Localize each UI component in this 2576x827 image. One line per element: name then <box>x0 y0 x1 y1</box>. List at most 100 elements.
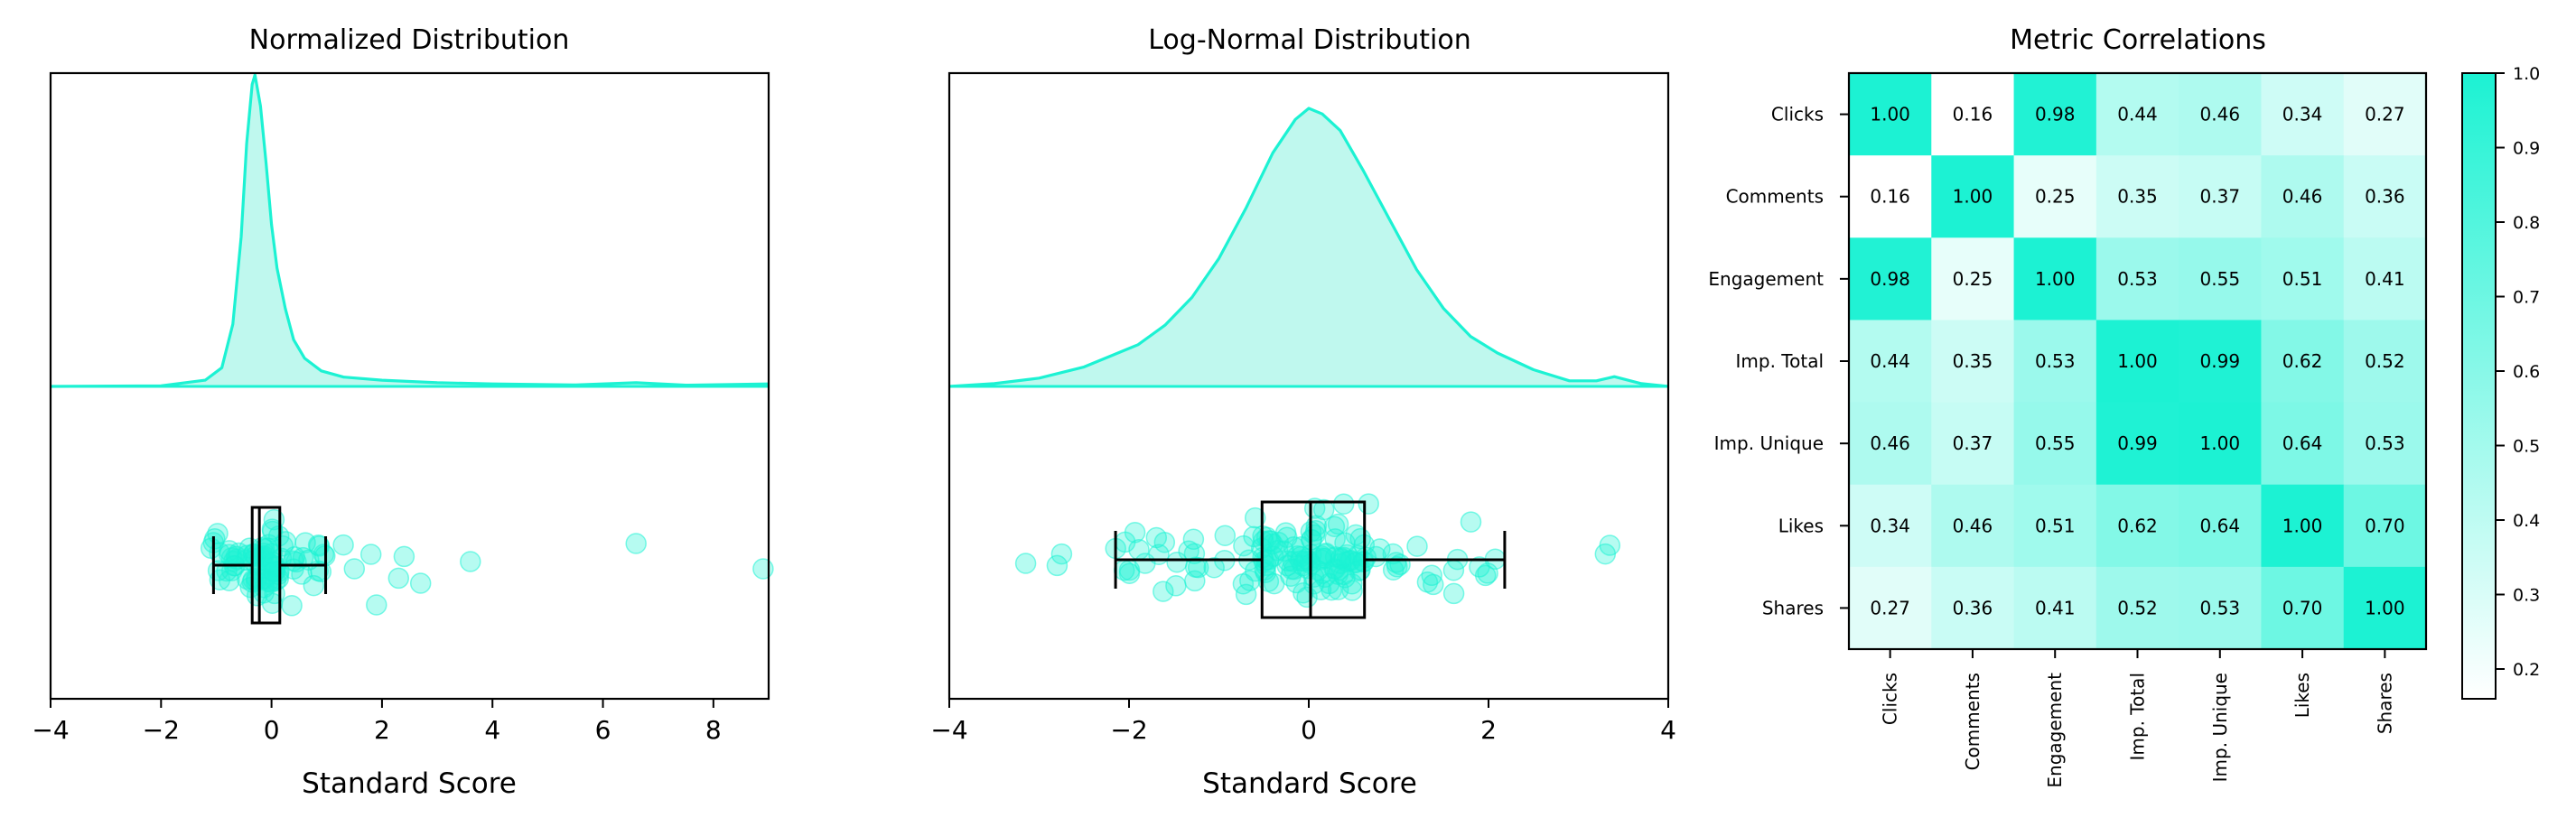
x-tick-label: −4 <box>32 715 69 745</box>
column-label: Likes <box>2291 673 2313 718</box>
heatmap-cell <box>2261 155 2345 238</box>
heatmap-cell <box>1931 155 2015 238</box>
heatmap-column-labels: Clicks Comments Engagement Imp. Total Imp. U… <box>1880 649 2395 788</box>
heatmap-cell <box>1849 73 1932 156</box>
cell-value: 1.00 <box>2282 515 2323 536</box>
colorbar-tick-label: 0.2 <box>2513 660 2540 680</box>
heatmap-cell <box>2179 155 2262 238</box>
cell-value: 0.55 <box>2200 268 2241 290</box>
data-point <box>1296 586 1318 609</box>
row-label: Comments <box>1726 186 1824 208</box>
heatmap-cell <box>2095 402 2179 486</box>
heatmap-cell <box>2179 402 2262 486</box>
outlier-point <box>409 572 432 594</box>
x-axis-label: Standard Score <box>1202 767 1417 800</box>
data-point <box>1187 556 1209 579</box>
cell-value: 1.00 <box>2035 268 2076 290</box>
data-point <box>1324 528 1346 550</box>
data-point <box>1257 571 1280 592</box>
x-tick-label: 4 <box>1660 715 1676 745</box>
row-label: Engagement <box>1708 268 1824 290</box>
heatmap-cell <box>1931 237 2015 321</box>
row-label: Shares <box>1762 597 1824 618</box>
colorbar-tick-label: 1.0 <box>2513 64 2540 84</box>
data-point <box>1253 550 1274 572</box>
data-point <box>1296 557 1318 580</box>
cell-value: 0.44 <box>2117 104 2158 125</box>
cell-value: 0.53 <box>2365 432 2405 454</box>
cell-value: 0.35 <box>1953 350 1993 372</box>
colorbar-tick-label: 0.3 <box>2513 586 2540 606</box>
heatmap-cell <box>1849 484 1932 568</box>
column-label: Engagement <box>2044 673 2066 788</box>
panel-title: Log-Normal Distribution <box>1148 24 1471 56</box>
heatmap-cell <box>2095 73 2179 156</box>
x-tick-label: −2 <box>143 715 180 745</box>
colorbar <box>2461 72 2497 700</box>
outlier-point <box>343 558 366 580</box>
data-point <box>313 544 335 565</box>
cell-value: 0.27 <box>1870 597 1910 618</box>
outlier-point <box>460 551 481 572</box>
heatmap-cell <box>2343 73 2427 156</box>
heatmap-cell <box>1931 566 2015 650</box>
cell-value: 0.55 <box>2035 432 2076 454</box>
heatmap-cell <box>2261 320 2345 404</box>
heatmap-cell <box>2095 566 2179 650</box>
outlier-point <box>393 545 415 568</box>
axes-frame <box>49 71 770 701</box>
heatmap-cell <box>2013 320 2097 404</box>
heatmap-cell <box>2261 402 2345 486</box>
heatmap-cell <box>2343 155 2427 238</box>
data-point <box>207 523 229 544</box>
data-point <box>1305 520 1327 542</box>
data-point <box>1118 562 1141 584</box>
x-tick-label: 0 <box>1301 715 1317 745</box>
normalized-distribution-panel: Normalized Distribution −4 −2 0 2 4 6 8 Standa… <box>32 24 774 800</box>
heatmap-cell <box>1849 155 1932 238</box>
heatmap-cell <box>2343 237 2427 321</box>
heatmap-cell <box>2343 566 2427 650</box>
data-point <box>1244 506 1266 529</box>
box-strip-plot <box>1014 493 1621 619</box>
heatmap-cell <box>1931 402 2015 486</box>
row-label: Clicks <box>1771 104 1824 125</box>
data-point <box>1214 525 1237 546</box>
row-label: Likes <box>1778 515 1824 536</box>
x-axis-ticks: −4 −2 0 2 4 <box>930 699 1676 745</box>
heatmap-cell <box>1849 402 1932 486</box>
outlier-point <box>625 533 647 554</box>
heatmap-cell <box>2013 237 2097 321</box>
heatmap-cell <box>2179 237 2262 321</box>
data-point <box>262 561 285 583</box>
x-tick-label: 2 <box>374 715 390 745</box>
cell-value: 0.53 <box>2200 597 2241 618</box>
cell-value: 0.46 <box>2200 104 2241 125</box>
cell-value: 0.53 <box>2117 268 2158 290</box>
colorbar-tick-label: 0.9 <box>2513 139 2540 159</box>
x-tick-label: −2 <box>1110 715 1147 745</box>
x-tick-label: 4 <box>484 715 500 745</box>
data-point <box>1460 511 1482 533</box>
density-plot <box>948 107 1669 388</box>
data-point <box>294 532 316 553</box>
metric-correlations-panel: Metric Correlations 1.00 0.16 0.98 0.44 0.46… <box>1708 24 2540 788</box>
density-curve <box>948 107 1669 388</box>
cell-value: 0.62 <box>2282 350 2323 372</box>
heatmap-cell <box>2179 566 2262 650</box>
data-point <box>1148 544 1170 565</box>
data-point <box>1291 535 1312 558</box>
density-area <box>949 108 1668 386</box>
heatmap-cell <box>2013 484 2097 568</box>
outlier-point <box>1046 554 1069 577</box>
cell-value: 1.00 <box>1870 104 1910 125</box>
cell-value: 0.37 <box>2200 186 2241 208</box>
outlier-point <box>1599 534 1621 556</box>
column-label: Imp. Total <box>2127 673 2149 761</box>
heatmap-cell <box>1931 320 2015 404</box>
data-point <box>1243 525 1265 548</box>
heatmap-frame <box>1847 71 2428 651</box>
outlier-point <box>1050 543 1073 565</box>
outlier-point <box>366 594 387 616</box>
data-point <box>281 595 303 617</box>
